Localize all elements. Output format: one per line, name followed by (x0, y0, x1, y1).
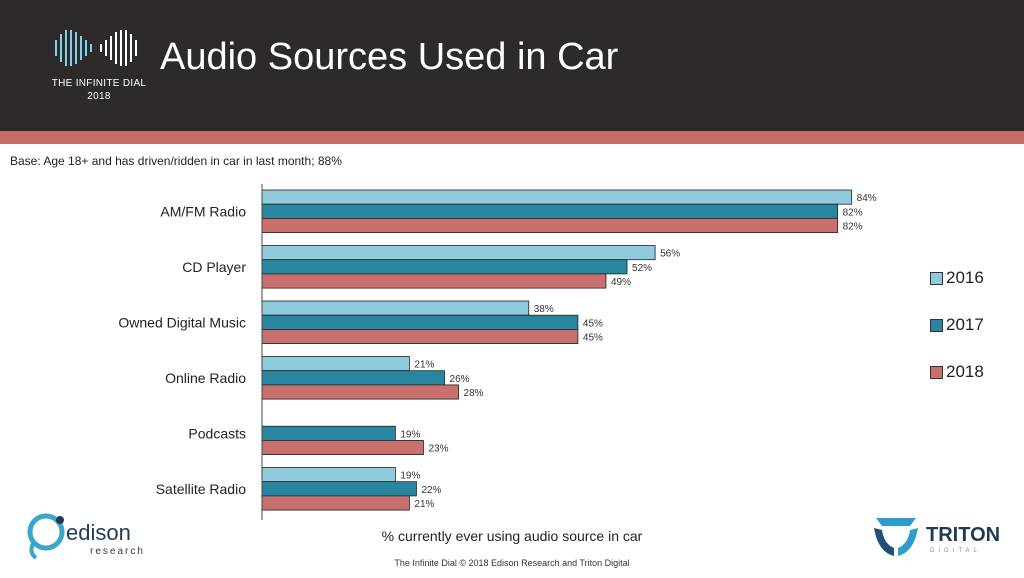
triton-name: TRITON (926, 524, 1001, 546)
bar-2018 (261, 328, 579, 344)
bar-2016 (261, 245, 656, 261)
infinite-dial-logo: THE INFINITE DIAL 2018 (44, 18, 154, 108)
edison-bulb-icon (27, 513, 65, 560)
edison-subtitle: research (90, 546, 145, 557)
bar-2017 (261, 203, 839, 219)
category-label: Podcasts (188, 425, 246, 441)
data-label: 82% (843, 222, 863, 233)
data-label: 56% (660, 249, 680, 260)
legend-swatch-2018 (930, 366, 943, 379)
bar-2017 (261, 370, 445, 386)
triton-digital-logo: TRITON DIGITAL (870, 508, 1010, 564)
bar-2018 (261, 218, 839, 234)
category-label: CD Player (182, 259, 246, 275)
bar-2016 (261, 189, 853, 205)
bar-2017 (261, 259, 628, 275)
bar-2017 (261, 314, 579, 330)
bar-2018 (261, 495, 410, 511)
data-label: 49% (611, 277, 631, 288)
infinity-logo-icon (55, 30, 137, 66)
header-accent-stripe (0, 131, 1024, 144)
data-label: 19% (400, 429, 420, 440)
triton-subtitle: DIGITAL (930, 548, 981, 554)
data-label: 28% (464, 388, 484, 399)
legend-label-2018: 2018 (946, 362, 984, 381)
data-label: 45% (583, 333, 603, 344)
footer-copyright: The Infinite Dial © 2018 Edison Research… (394, 558, 630, 568)
data-label: 52% (632, 263, 652, 274)
bar-2018 (261, 384, 459, 400)
page-title: Audio Sources Used in Car (160, 36, 619, 78)
data-label: 45% (583, 318, 603, 329)
edison-name: edison (66, 520, 131, 545)
category-label: Satellite Radio (156, 481, 246, 497)
bar-chart: AM/FM Radio 84% 82% 82% CD Player 56% 52%49% Ow… (118, 184, 877, 520)
header-bar: THE INFINITE DIAL 2018 Audio Sources Use… (0, 0, 1024, 131)
data-label: 21% (414, 360, 434, 371)
bar-2017 (261, 425, 396, 441)
data-label: 84% (857, 193, 877, 204)
data-label: 22% (421, 485, 441, 496)
bar-2018 (261, 273, 607, 289)
bar-2016 (261, 467, 396, 483)
bar-2017 (261, 481, 417, 497)
legend-swatch-2016 (930, 272, 943, 285)
bar-2016 (261, 356, 410, 372)
bar-2016 (261, 300, 530, 316)
legend-label-2016: 2016 (946, 268, 984, 287)
legend-label-2017: 2017 (946, 315, 984, 334)
category-label: Owned Digital Music (118, 314, 246, 330)
logo-year: 2018 (87, 91, 111, 102)
x-axis-label: % currently ever using audio source in c… (381, 528, 643, 544)
category-label: Online Radio (165, 370, 246, 386)
data-label: 19% (400, 471, 420, 482)
data-label: 21% (414, 499, 434, 510)
base-note: Base: Age 18+ and has driven/ridden in c… (10, 154, 342, 168)
data-label: 82% (843, 207, 863, 218)
triton-mark-icon (874, 518, 918, 556)
bar-2018 (261, 439, 424, 455)
data-label: 23% (428, 444, 448, 455)
edison-research-logo: edison research (24, 508, 154, 564)
category-label: AM/FM Radio (160, 203, 246, 219)
logo-text: THE INFINITE DIAL (51, 78, 147, 89)
legend-swatch-2017 (930, 319, 943, 332)
data-label: 38% (534, 304, 554, 315)
data-label: 26% (450, 374, 470, 385)
